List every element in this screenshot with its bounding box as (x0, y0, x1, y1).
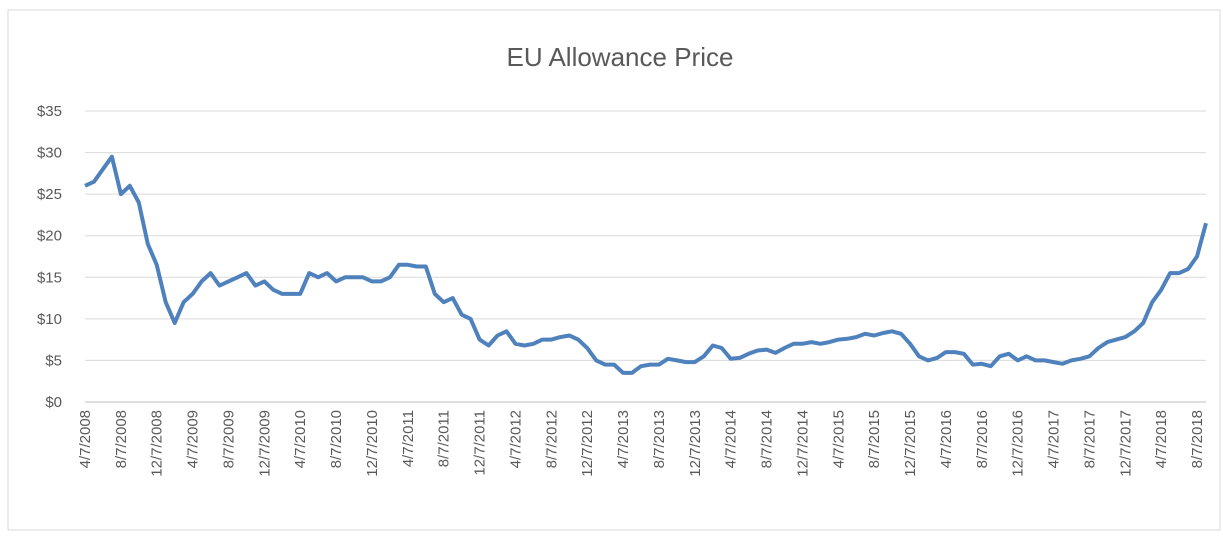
y-tick-label: $35 (37, 103, 62, 120)
x-tick-label: 12/7/2011 (472, 410, 489, 476)
x-tick-label: 8/7/2008 (113, 410, 130, 468)
x-tick-label: 4/7/2016 (938, 410, 955, 468)
chart-title: EU Allowance Price (507, 42, 734, 72)
x-tick-label: 8/7/2018 (1189, 410, 1206, 468)
x-tick-label: 12/7/2012 (579, 410, 596, 477)
x-tick-label: 12/7/2017 (1117, 410, 1134, 477)
x-tick-label: 4/7/2012 (507, 410, 524, 468)
x-tick-label: 8/7/2014 (759, 410, 776, 468)
x-tick-label: 4/7/2008 (77, 410, 94, 468)
x-tick-label: 4/7/2018 (1153, 410, 1170, 468)
x-tick-label: 12/7/2015 (902, 410, 919, 477)
x-tick-label: 8/7/2009 (220, 410, 237, 468)
y-tick-label: $0 (45, 394, 62, 411)
x-tick-label: 4/7/2013 (615, 410, 632, 468)
chart-border (7, 9, 1221, 531)
x-tick-label: 8/7/2017 (1081, 410, 1098, 468)
y-tick-label: $20 (37, 228, 62, 245)
x-tick-label: 8/7/2012 (543, 410, 560, 468)
x-tick-label: 12/7/2014 (794, 410, 811, 477)
x-tick-label: 8/7/2013 (651, 410, 668, 468)
y-tick-label: $25 (37, 186, 62, 203)
y-tick-label: $5 (45, 352, 62, 369)
x-tick-label: 12/7/2008 (149, 410, 166, 477)
x-tick-label: 12/7/2013 (687, 410, 704, 477)
x-tick-label: 4/7/2010 (292, 410, 309, 468)
x-tick-label: 4/7/2015 (830, 410, 847, 468)
price-line (84, 154, 1208, 375)
x-tick-label: 4/7/2009 (185, 410, 202, 468)
x-tick-label: 12/7/2016 (1010, 410, 1027, 477)
x-tick-label: 8/7/2015 (866, 410, 883, 468)
y-tick-label: $30 (37, 145, 62, 162)
x-tick-label: 12/7/2009 (256, 410, 273, 477)
y-tick-label: $10 (37, 311, 62, 328)
x-tick-label: 8/7/2016 (974, 410, 991, 468)
x-tick-label: 8/7/2011 (436, 410, 453, 467)
x-tick-label: 4/7/2017 (1046, 410, 1063, 468)
x-tick-label: 4/7/2011 (400, 410, 417, 467)
x-tick-label: 8/7/2010 (328, 410, 345, 468)
y-tick-label: $15 (37, 269, 62, 286)
x-tick-label: 12/7/2010 (364, 410, 381, 477)
x-tick-label: 4/7/2014 (723, 410, 740, 468)
